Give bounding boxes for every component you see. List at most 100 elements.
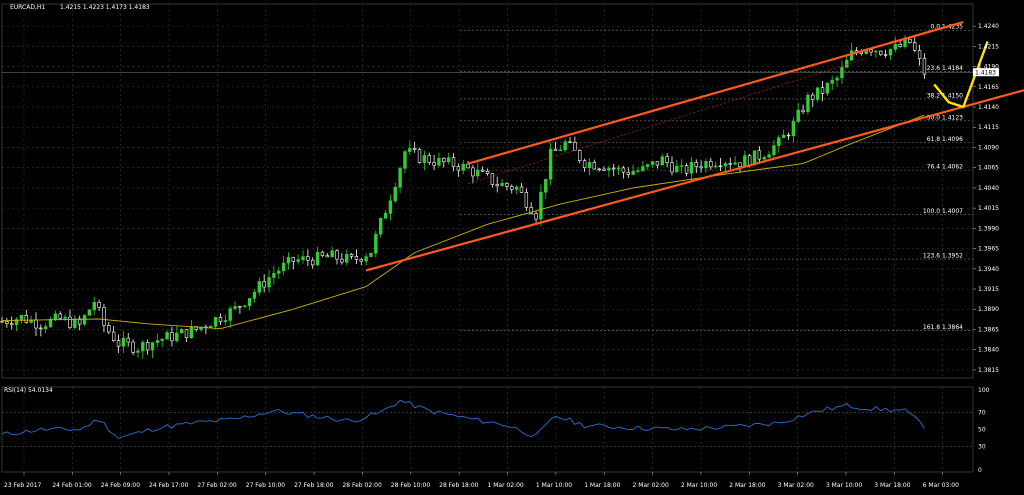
rsi-panel: 100 70 50 30 0 — [1, 387, 990, 474]
candle-body — [165, 332, 169, 340]
candle-body — [655, 161, 660, 166]
rsi-label: RSI(14) 54.0134 — [4, 387, 53, 394]
price-tick-label: 1.4015 — [978, 205, 999, 212]
candles — [0, 34, 927, 359]
price-tick-label: 1.3890 — [978, 306, 999, 313]
candle-body — [383, 213, 388, 219]
price-tick-label: 1.3815 — [978, 367, 999, 374]
candle-body — [92, 301, 96, 311]
candle-body — [908, 38, 912, 43]
candle-body — [97, 301, 101, 308]
current-price-label: 1.4183 — [975, 70, 996, 77]
candle-body — [335, 250, 339, 260]
candle-body — [155, 340, 160, 343]
candle-body — [660, 156, 664, 166]
fibonacci-label: 76.4 1.4062 — [927, 164, 963, 171]
candle-body — [801, 109, 805, 113]
candle-body — [209, 325, 213, 328]
price-tick-label: 1.3840 — [978, 347, 999, 354]
candle-body — [723, 163, 728, 167]
candle-body — [330, 250, 334, 258]
time-tick-label: 2 Mar 10:00 — [681, 482, 717, 489]
candle-body — [840, 67, 844, 79]
price-tick-label: 1.3965 — [978, 246, 999, 253]
candle-body — [150, 342, 155, 351]
price-tick-label: 1.4065 — [978, 165, 999, 172]
candle-body — [568, 141, 572, 143]
time-tick-label: 6 Mar 03:00 — [923, 482, 959, 489]
candle-body — [374, 233, 378, 254]
candle-body — [398, 168, 402, 188]
candle-body — [175, 332, 179, 342]
candle-body — [602, 168, 606, 171]
candle-body — [179, 329, 184, 334]
candle-body — [160, 338, 164, 341]
candle-body — [277, 270, 281, 274]
candle-body — [539, 191, 543, 220]
candle-body — [772, 145, 776, 156]
candle-body — [223, 320, 228, 322]
candle-body — [121, 337, 126, 347]
candle-body — [514, 186, 519, 190]
candle-body — [48, 318, 53, 327]
candle-body — [68, 316, 72, 328]
ohlc-readout: 1.4215 1.4223 1.4173 1.4183 — [60, 4, 150, 11]
candle-body — [786, 134, 791, 137]
time-tick-label: 3 Mar 10:00 — [826, 482, 862, 489]
candle-body — [325, 255, 329, 258]
candle-body — [82, 315, 87, 325]
fibonacci-label: 161.8 1.3864 — [923, 324, 963, 331]
candle-body — [427, 155, 431, 163]
time-tick-label: 27 Feb 18:00 — [294, 482, 334, 489]
candle-body — [24, 314, 28, 323]
price-tick-label: 1.4215 — [978, 43, 999, 50]
candle-body — [364, 256, 368, 262]
candle-body — [311, 259, 315, 266]
candle-body — [218, 317, 223, 322]
candle-body — [228, 308, 232, 321]
time-tick-label: 24 Feb 01:00 — [52, 482, 92, 489]
time-axis: 23 Feb 2017 24 Feb 01:00 24 Feb 09:00 24 Fe… — [4, 472, 959, 489]
time-tick-label: 1 Mar 10:00 — [536, 482, 572, 489]
candle-body — [446, 157, 451, 163]
candle-body — [869, 49, 873, 53]
candle-body — [563, 141, 567, 151]
time-tick-label: 23 Feb 2017 — [4, 482, 42, 489]
candle-body — [704, 161, 708, 169]
candle-body — [874, 50, 878, 53]
candle-body — [694, 162, 698, 168]
rsi-tick-label: 30 — [978, 444, 986, 451]
candle-body — [597, 168, 601, 171]
candle-body — [471, 167, 475, 177]
candle-body — [917, 50, 922, 59]
candle-body — [883, 54, 888, 56]
rsi-line — [1, 399, 925, 439]
candle-body — [888, 48, 893, 56]
time-tick-label: 27 Feb 10:00 — [246, 482, 286, 489]
rsi-tick-label: 50 — [978, 427, 986, 434]
candle-body — [19, 314, 24, 320]
main-panel-frame — [1, 3, 974, 379]
candle-body — [835, 77, 839, 81]
candle-body — [403, 151, 407, 169]
price-axis: 1.4240 1.4215 1.4190 1.4165 1.4140 1.4115 1.40… — [973, 23, 999, 374]
candle-body — [641, 166, 645, 171]
candle-body — [340, 258, 344, 263]
candle-body — [495, 184, 499, 187]
candle-body — [422, 155, 427, 163]
candle-body — [480, 169, 485, 172]
fibonacci-label: 50.0 1.4123 — [927, 114, 963, 121]
moving-average-line — [1, 114, 925, 330]
price-tick-label: 1.4040 — [978, 185, 999, 192]
candle-body — [670, 162, 674, 173]
candle-body — [34, 319, 38, 329]
candle-body — [369, 252, 373, 257]
candle-body — [806, 94, 810, 113]
time-tick-label: 27 Feb 02:00 — [197, 482, 237, 489]
fibonacci-label: 100.0 1.4007 — [923, 208, 963, 215]
candle-body — [626, 171, 630, 175]
candle-body — [189, 326, 194, 339]
